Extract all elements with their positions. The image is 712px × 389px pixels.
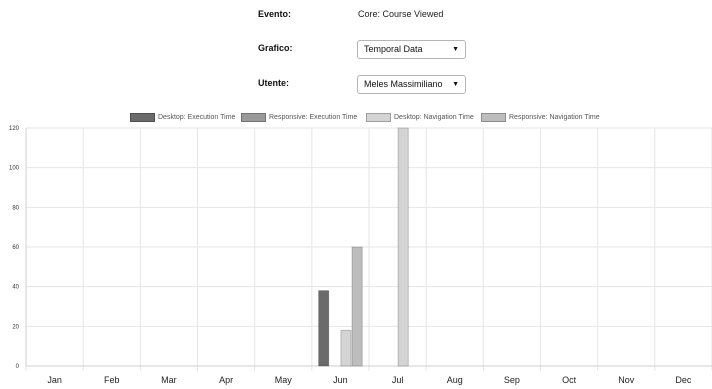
- y-tick-label: 100: [9, 166, 20, 172]
- legend-swatch: [366, 113, 391, 122]
- x-tick-label: Oct: [562, 375, 577, 385]
- chart-grid: [25, 127, 712, 371]
- chart-bars: [318, 127, 409, 367]
- y-tick-label: 40: [12, 285, 19, 291]
- y-axis-ticks: 0 20 40 60 80 100 120: [9, 126, 20, 370]
- x-tick-label: Feb: [104, 375, 120, 385]
- evento-label: Evento:: [258, 9, 292, 19]
- grafico-select[interactable]: Temporal Data ▼: [357, 40, 466, 59]
- y-tick-label: 120: [9, 126, 20, 132]
- grafico-selected-value: Temporal Data: [364, 44, 423, 54]
- legend-swatch: [241, 113, 266, 122]
- legend-swatch: [481, 113, 506, 122]
- bar-chart: 0 20 40 60 80 100 120 Jan Feb Mar Apr May Jun Jul Aug…: [9, 126, 712, 385]
- chart-legend: Desktop: Execution Time Responsive: Exec…: [0, 112, 712, 124]
- evento-row: Evento: Core: Course Viewed: [0, 3, 712, 25]
- legend-label: Responsive: Navigation Time: [509, 114, 600, 121]
- y-tick-label: 80: [12, 205, 19, 211]
- y-tick-label: 0: [16, 364, 20, 370]
- x-axis-ticks: Jan Feb Mar Apr May Jun Jul Aug Sep Oct Nov Dec: [47, 375, 692, 385]
- x-tick-label: Aug: [447, 375, 463, 385]
- bar: [351, 246, 363, 367]
- x-tick-label: May: [275, 375, 293, 385]
- x-tick-label: Mar: [161, 375, 177, 385]
- utente-label: Utente:: [258, 78, 289, 88]
- x-tick-label: Jul: [392, 375, 404, 385]
- evento-value: Core: Course Viewed: [358, 9, 444, 19]
- dropdown-arrow-icon: ▼: [452, 46, 459, 53]
- y-tick-label: 20: [12, 324, 19, 330]
- grafico-label: Grafico:: [258, 43, 293, 53]
- bar: [318, 290, 330, 367]
- x-tick-label: Nov: [618, 375, 635, 385]
- utente-row: Utente: Meles Massimiliano ▼: [0, 72, 712, 94]
- x-tick-label: Sep: [504, 375, 520, 385]
- legend-label: Desktop: Navigation Time: [394, 114, 474, 121]
- legend-swatch: [130, 113, 155, 122]
- x-tick-label: Jan: [47, 375, 62, 385]
- utente-selected-value: Meles Massimiliano: [364, 79, 443, 89]
- legend-label: Responsive: Execution Time: [269, 114, 358, 121]
- legend-label: Desktop: Execution Time: [158, 114, 236, 121]
- utente-select[interactable]: Meles Massimiliano ▼: [357, 75, 466, 94]
- x-tick-label: Jun: [333, 375, 348, 385]
- bar: [397, 127, 409, 367]
- x-tick-label: Apr: [219, 375, 233, 385]
- bar: [340, 329, 352, 367]
- y-tick-label: 60: [12, 245, 19, 251]
- dropdown-arrow-icon: ▼: [452, 81, 459, 88]
- grafico-row: Grafico: Temporal Data ▼: [0, 37, 712, 59]
- x-tick-label: Dec: [675, 375, 692, 385]
